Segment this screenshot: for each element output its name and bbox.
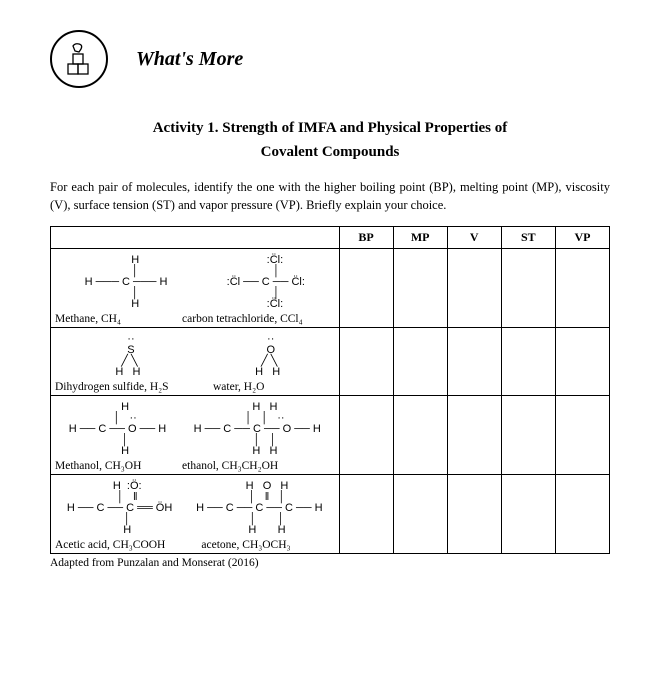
answer-cell[interactable] [501, 249, 555, 328]
answer-cell[interactable] [555, 249, 609, 328]
answer-cell[interactable] [555, 328, 609, 396]
table-row: H :Ö: │ ‖ H ── C ── C ══ ÖH │ H H O H │ … [51, 475, 610, 554]
answer-cell[interactable] [393, 328, 447, 396]
mol-label: carbon tetrachloride, CCl₄ [182, 313, 334, 325]
table-row: ·· S ╱ ╲ H H ·· O ╱ ╲ H H Dihydrogen sul… [51, 328, 610, 396]
answer-cell[interactable] [339, 328, 393, 396]
answer-cell[interactable] [447, 396, 501, 475]
answer-cell[interactable] [555, 475, 609, 554]
answer-cell[interactable] [447, 249, 501, 328]
col-v: V [447, 227, 501, 249]
mol-label: ethanol, CH₃CH₂OH [182, 460, 334, 472]
instructions: For each pair of molecules, identify the… [50, 178, 610, 214]
answer-cell[interactable] [555, 396, 609, 475]
table-row: H │ H ─── C ─── H │ H :C̈l: │ :C̈l ── C … [51, 249, 610, 328]
answer-cell[interactable] [501, 396, 555, 475]
mol-label: water, H₂O [213, 381, 335, 393]
answer-cell[interactable] [393, 475, 447, 554]
table-row: H │ ·· H ── C ── O ── H │ H H H │ │ ·· H… [51, 396, 610, 475]
header-title: What's More [136, 48, 243, 71]
molecule-cell: H │ H ─── C ─── H │ H :C̈l: │ :C̈l ── C … [51, 249, 340, 328]
answer-cell[interactable] [447, 328, 501, 396]
col-molecules [51, 227, 340, 249]
answer-cell[interactable] [447, 475, 501, 554]
mol-label: Methanol, CH₃OH [55, 460, 182, 472]
activity-title: Activity 1. Strength of IMFA and Physica… [50, 116, 610, 164]
answer-cell[interactable] [501, 328, 555, 396]
answer-cell[interactable] [501, 475, 555, 554]
col-mp: MP [393, 227, 447, 249]
answer-cell[interactable] [393, 396, 447, 475]
col-vp: VP [555, 227, 609, 249]
answer-cell[interactable] [339, 249, 393, 328]
answer-cell[interactable] [339, 475, 393, 554]
blocks-icon [50, 30, 108, 88]
molecule-cell: ·· S ╱ ╲ H H ·· O ╱ ╲ H H Dihydrogen sul… [51, 328, 340, 396]
answer-cell[interactable] [339, 396, 393, 475]
mol-label: Acetic acid, CH₃COOH [55, 539, 201, 551]
answer-cell[interactable] [393, 249, 447, 328]
molecule-cell: H │ ·· H ── C ── O ── H │ H H H │ │ ·· H… [51, 396, 340, 475]
col-st: ST [501, 227, 555, 249]
mol-label: acetone, CH₃OCH₃ [201, 539, 334, 551]
activity-line2: Covalent Compounds [261, 144, 400, 160]
mol-label: Methane, CH₄ [55, 313, 182, 325]
comparison-table: BP MP V ST VP H │ H ─── C ─── H │ H :C̈l… [50, 226, 610, 554]
footer-caption: Adapted from Punzalan and Monserat (2016… [50, 557, 610, 569]
col-bp: BP [339, 227, 393, 249]
mol-label: Dihydrogen sulfide, H₂S [55, 381, 213, 393]
header-row: What's More [50, 30, 610, 88]
activity-line1: Activity 1. Strength of IMFA and Physica… [153, 120, 508, 136]
molecule-cell: H :Ö: │ ‖ H ── C ── C ══ ÖH │ H H O H │ … [51, 475, 340, 554]
